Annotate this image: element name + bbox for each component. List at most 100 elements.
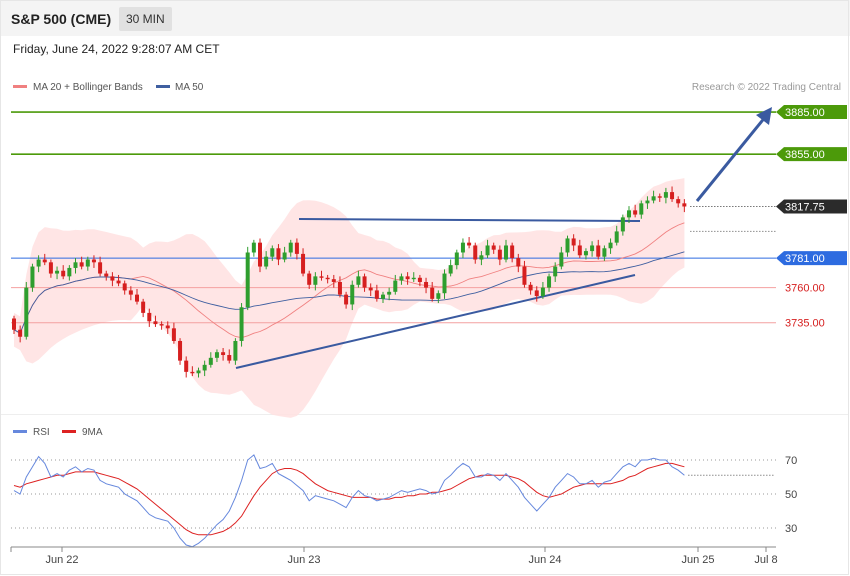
- candle: [196, 367, 201, 378]
- candle-body: [436, 293, 441, 299]
- candle-body: [374, 290, 379, 299]
- candle: [577, 239, 582, 259]
- candle-body: [325, 277, 330, 280]
- candle-body: [116, 280, 121, 284]
- candle-body: [381, 294, 385, 299]
- candle-body: [301, 253, 306, 274]
- candle-body: [491, 245, 496, 250]
- candle: [442, 269, 447, 299]
- candle-body: [147, 312, 152, 322]
- candle: [48, 259, 53, 278]
- candle: [319, 270, 324, 281]
- candle: [67, 265, 72, 281]
- candle: [288, 239, 293, 257]
- candle: [362, 273, 367, 292]
- candle: [153, 315, 158, 327]
- timeframe-button[interactable]: 30 MIN: [119, 7, 172, 31]
- price-tag-label-3735.00: 3735.00: [785, 318, 825, 330]
- bullish-arrow-shaft: [695, 115, 768, 202]
- candle: [504, 239, 508, 263]
- candle: [491, 242, 496, 254]
- candle-body: [540, 287, 545, 297]
- candle-body: [48, 262, 53, 274]
- candle: [651, 190, 656, 204]
- candle-body: [516, 258, 521, 267]
- candle-body: [608, 242, 613, 249]
- candle-body: [141, 301, 146, 313]
- price-tag-label-3817.75: 3817.75: [785, 201, 825, 213]
- candle: [454, 249, 459, 270]
- candle: [190, 366, 195, 377]
- candle-body: [233, 340, 238, 361]
- candle: [374, 284, 379, 302]
- candle: [147, 308, 152, 327]
- x-axis: Jun 22 Jun 23 Jun 24 Jun 25 Jul 8: [10, 546, 778, 566]
- candle-body: [258, 242, 262, 267]
- candle-body: [190, 371, 195, 374]
- candle: [208, 352, 213, 368]
- candle-body: [645, 200, 650, 204]
- candle: [301, 248, 306, 277]
- candle-body: [276, 248, 281, 260]
- rsi-panel: 70 50 30: [11, 454, 797, 548]
- candle-body: [479, 255, 484, 260]
- candle: [258, 238, 262, 273]
- candle: [602, 245, 607, 261]
- rsi-tick-70: 70: [785, 455, 797, 467]
- candle-body: [510, 245, 515, 259]
- candle-body: [497, 249, 502, 260]
- candle: [583, 248, 588, 260]
- candle: [91, 255, 96, 268]
- candle: [460, 238, 465, 259]
- candle-body: [18, 329, 23, 337]
- candle-body: [393, 280, 398, 292]
- candle: [430, 281, 435, 302]
- candle: [135, 289, 139, 305]
- candle: [202, 360, 207, 377]
- candle-body: [264, 256, 269, 267]
- candle: [239, 303, 244, 347]
- candle-body: [448, 265, 453, 274]
- candle-body: [553, 266, 558, 277]
- candle: [294, 238, 299, 260]
- candle-body: [424, 281, 429, 288]
- candle: [639, 200, 644, 219]
- candle: [670, 186, 675, 202]
- candle: [534, 286, 539, 302]
- candle-body: [442, 273, 447, 294]
- candle-body: [571, 238, 576, 246]
- candle: [522, 260, 527, 288]
- rising-trendline: [235, 274, 636, 369]
- candle-body: [307, 273, 312, 285]
- candle-body: [331, 279, 336, 282]
- candle-body: [42, 259, 47, 263]
- bullish-arrow-head: [756, 107, 772, 125]
- candle-body: [178, 340, 183, 361]
- candle-body: [221, 352, 226, 356]
- candle: [571, 234, 576, 252]
- price-tag-3817.75: [776, 199, 847, 214]
- candle-body: [122, 283, 127, 291]
- candle: [61, 265, 66, 280]
- candle-body: [639, 203, 644, 215]
- candle: [540, 281, 545, 299]
- main-legend: MA 20 + Bollinger Bands MA 50 Research ©…: [13, 82, 841, 93]
- candle: [620, 214, 625, 236]
- candle: [251, 239, 256, 257]
- candle: [344, 291, 349, 309]
- candle: [110, 272, 115, 287]
- candle-body: [602, 248, 607, 257]
- candle: [214, 349, 219, 363]
- candle: [313, 272, 318, 291]
- price-levels: [11, 111, 776, 324]
- price-tag-3781.00: [776, 251, 847, 266]
- candle-body: [24, 287, 29, 337]
- candle: [104, 270, 109, 281]
- x-tick-label: Jun 22: [45, 554, 78, 566]
- candle: [307, 270, 312, 290]
- moving-averages: [13, 222, 685, 339]
- candle: [676, 196, 681, 208]
- candle-body: [282, 252, 287, 260]
- candle: [467, 237, 472, 249]
- candle-body: [208, 357, 213, 365]
